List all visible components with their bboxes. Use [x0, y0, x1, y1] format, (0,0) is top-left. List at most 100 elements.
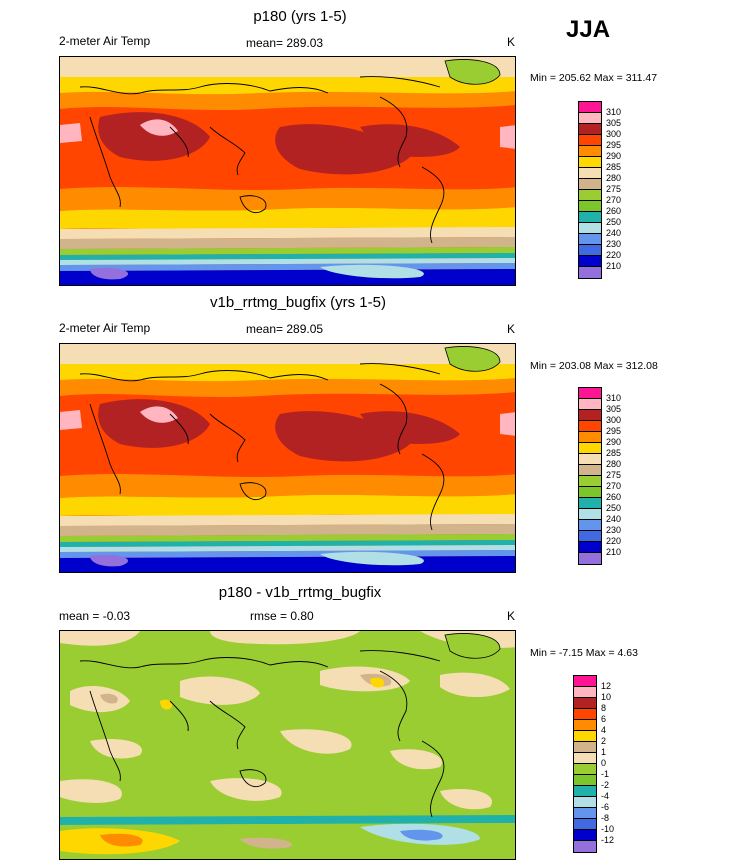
legend-label: -6: [601, 802, 610, 812]
panel-3-map-svg: [60, 631, 515, 859]
panel-1-map-svg: [60, 57, 515, 285]
legend-swatch: [574, 742, 596, 753]
panel-3-unit: K: [507, 609, 516, 623]
legend-label: -10: [601, 824, 615, 834]
legend-label: 220: [606, 536, 622, 546]
legend-label: 295: [606, 426, 622, 436]
panel-1-mean-label: mean= 289.03: [246, 36, 324, 50]
panel-2-map-svg: [60, 344, 515, 572]
legend-swatch: [574, 797, 596, 808]
panel-2-legend: [578, 387, 602, 565]
legend-label: 8: [601, 703, 607, 713]
legend-swatch: [574, 676, 596, 687]
panel-1-legend: [578, 101, 602, 279]
legend-swatch: [579, 476, 601, 487]
legend-label: 275: [606, 184, 622, 194]
panel-1-title: p180 (yrs 1-5): [253, 8, 347, 25]
legend-label: 2: [601, 736, 607, 746]
legend-label: 290: [606, 151, 622, 161]
legend-label: 305: [606, 404, 622, 414]
panel-3-mean-label: mean = -0.03: [59, 609, 131, 623]
legend-swatch: [579, 399, 601, 410]
legend-swatch: [574, 808, 596, 819]
legend-swatch: [574, 720, 596, 731]
legend-swatch: [579, 520, 601, 531]
panel-1-minmax: Min = 205.62 Max = 311.47: [530, 72, 658, 84]
legend-swatch: [579, 102, 601, 113]
legend-swatch: [579, 388, 601, 399]
legend-swatch: [574, 841, 596, 852]
legend-label: 6: [601, 714, 607, 724]
legend-swatch: [579, 223, 601, 234]
legend-swatch: [579, 212, 601, 223]
panel-3-legend: [573, 675, 597, 853]
legend-swatch: [574, 731, 596, 742]
panel-2-unit: K: [507, 322, 516, 336]
legend-label: 230: [606, 525, 622, 535]
panel-2-minmax: Min = 203.08 Max = 312.08: [530, 360, 658, 372]
panel-2-legend-labels: 310 305 300 295 290 285 280 275 270 260 250 240 230 2…: [606, 387, 636, 563]
legend-swatch: [579, 168, 601, 179]
panel-1-legend-labels: 310 305 300 295 290 285 280 275 270 260 250 240 230 2…: [606, 101, 636, 277]
legend-label: -4: [601, 791, 610, 801]
legend-swatch: [574, 709, 596, 720]
panel-1-unit: K: [507, 35, 516, 49]
legend-label: 12: [601, 681, 612, 691]
legend-swatch: [579, 432, 601, 443]
legend-swatch: [579, 245, 601, 256]
legend-label: 310: [606, 107, 622, 117]
legend-label: -1: [601, 769, 610, 779]
legend-swatch: [579, 443, 601, 454]
legend-label: 305: [606, 118, 622, 128]
legend-swatch: [579, 542, 601, 553]
legend-label: 240: [606, 514, 622, 524]
legend-swatch: [579, 410, 601, 421]
panel-1-variable-label: 2-meter Air Temp: [59, 34, 151, 48]
legend-swatch: [574, 698, 596, 709]
panel-3-title: p180 - v1b_rrtmg_bugfix: [218, 584, 382, 601]
legend-label: -8: [601, 813, 610, 823]
legend-label: 220: [606, 250, 622, 260]
legend-swatch: [579, 454, 601, 465]
legend-label: 310: [606, 393, 622, 403]
legend-swatch: [574, 764, 596, 775]
legend-label: 285: [606, 448, 622, 458]
panel-2-mean-label: mean= 289.05: [246, 322, 324, 336]
panel-3-difference-map: [59, 630, 516, 860]
legend-label: 0: [601, 758, 607, 768]
legend-label: 295: [606, 140, 622, 150]
legend-label: 300: [606, 415, 622, 425]
legend-label: 210: [606, 547, 622, 557]
legend-swatch: [574, 753, 596, 764]
legend-swatch: [579, 421, 601, 432]
legend-label: 290: [606, 437, 622, 447]
panel-1-temperature-map: [59, 56, 516, 286]
legend-label: 4: [601, 725, 607, 735]
legend-swatch: [574, 786, 596, 797]
panel-3-rmse-label: rmse = 0.80: [250, 609, 314, 623]
legend-swatch: [579, 234, 601, 245]
panel-2-title: v1b_rrtmg_bugfix (yrs 1-5): [210, 294, 386, 311]
legend-swatch: [579, 124, 601, 135]
legend-swatch: [579, 135, 601, 146]
legend-swatch: [579, 487, 601, 498]
legend-swatch: [574, 819, 596, 830]
legend-swatch: [579, 509, 601, 520]
legend-swatch: [579, 113, 601, 124]
legend-swatch: [579, 146, 601, 157]
legend-swatch: [579, 465, 601, 476]
legend-label: 275: [606, 470, 622, 480]
legend-label: -12: [601, 835, 615, 845]
legend-label: 250: [606, 217, 622, 227]
legend-label: 280: [606, 173, 622, 183]
legend-swatch: [579, 256, 601, 267]
legend-swatch: [579, 498, 601, 509]
legend-label: 280: [606, 459, 622, 469]
legend-label: 260: [606, 492, 622, 502]
legend-swatch: [579, 190, 601, 201]
legend-swatch: [574, 830, 596, 841]
season-title: JJA: [566, 16, 611, 43]
legend-label: 270: [606, 481, 622, 491]
legend-swatch: [579, 201, 601, 212]
legend-label: 285: [606, 162, 622, 172]
